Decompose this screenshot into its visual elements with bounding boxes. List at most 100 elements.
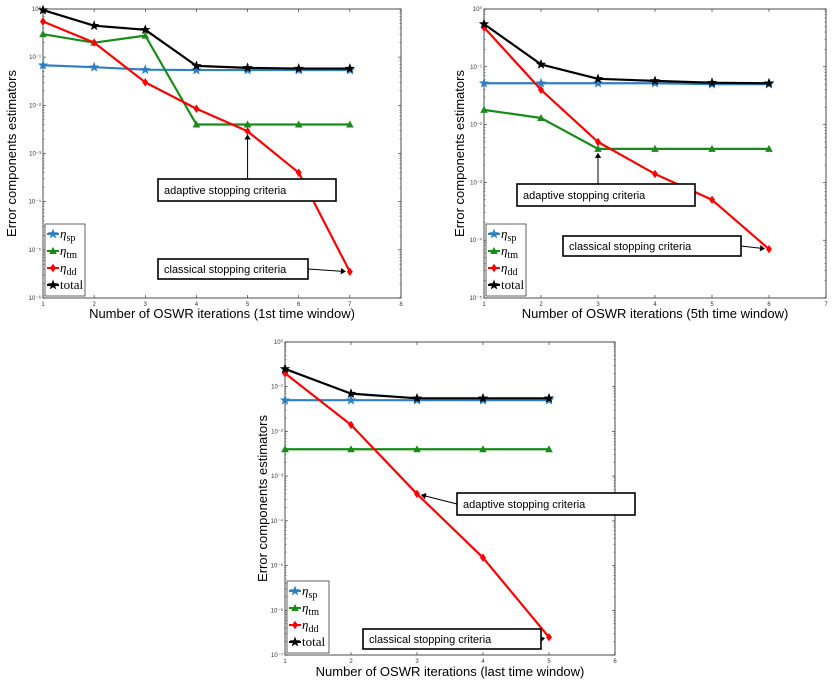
annotation-box	[157, 258, 309, 280]
series-line-dd	[483, 26, 770, 250]
x-tick-label: 7	[348, 302, 352, 308]
y-tick-label: 10⁻¹	[271, 385, 283, 391]
data-point-total	[706, 77, 718, 88]
x-tick-label: 4	[653, 302, 657, 308]
legend-marker	[490, 247, 498, 254]
annotation-arrow-line	[421, 494, 458, 505]
data-point-tm	[346, 120, 354, 128]
annotation-arrowhead	[759, 244, 766, 252]
y-tick-label: 10⁻⁶	[29, 295, 42, 302]
annotation-text: classical stopping criteria	[164, 264, 287, 276]
legend-marker	[491, 263, 497, 273]
data-point-total	[242, 62, 253, 73]
legend-label: ηsp	[60, 226, 75, 244]
data-point-dd	[595, 137, 601, 147]
data-point-dd	[538, 85, 544, 95]
x-tick-label: 6	[613, 659, 617, 665]
annotation-arrowhead	[594, 152, 602, 158]
data-point-dd	[766, 244, 772, 254]
data-point-tm	[708, 144, 716, 152]
x-tick-label: 2	[92, 302, 96, 308]
y-tick-label: 10⁻⁵	[271, 563, 284, 570]
data-point-total	[293, 63, 304, 73]
legend-label: total	[60, 277, 83, 292]
data-point-tm	[594, 144, 602, 152]
x-tick-label: 4	[481, 659, 485, 665]
x-tick-label: 5	[246, 302, 250, 308]
y-tick-label: 10⁻⁵	[29, 247, 42, 254]
y-tick-label: 10⁻³	[470, 180, 482, 186]
annotation-text: classical stopping criteria	[569, 241, 692, 253]
annotation-arrowhead	[420, 493, 427, 500]
y-tick-label: 10⁻²	[271, 429, 283, 435]
x-tick-label: 6	[297, 302, 301, 308]
data-point-dd	[652, 169, 658, 179]
y-tick-label: 10⁻⁴	[29, 199, 42, 206]
data-point-total	[763, 77, 775, 88]
x-axis-label: Number of OSWR iterations (5th time wind…	[522, 306, 789, 321]
series-line-sp	[484, 82, 769, 86]
data-point-tm	[39, 30, 47, 38]
data-point-total	[344, 63, 356, 73]
x-tick-label: 3	[415, 659, 419, 665]
legend-marker	[488, 228, 500, 239]
chart-panel-2: 1 2 3 4 5 6 7 10⁻⁵ 10⁻⁴ 10⁻³ 10⁻² 10⁻¹ 10⁰ adaptive s…	[452, 6, 828, 321]
data-point-total	[477, 392, 489, 403]
data-point-dd	[142, 78, 149, 87]
data-point-tm	[347, 445, 355, 453]
annotation-arrowhead	[244, 134, 251, 140]
data-point-tm	[192, 120, 201, 128]
data-point-tm	[480, 105, 488, 113]
legend-label: ηtm	[60, 243, 77, 261]
annotation-box	[516, 183, 696, 207]
x-tick-label: 1	[482, 302, 486, 308]
legend-label: ηtm	[501, 243, 518, 261]
y-tick-label: 10⁻³	[271, 474, 283, 480]
data-point-dd	[295, 168, 302, 177]
chart-panel-1: 1 2 3 4 5 6 7 8 10⁻⁶ 10⁻⁵ 10⁻⁴ 10⁻³ 10⁻² 10⁻¹ 10⁰ adapt…	[4, 4, 403, 321]
data-point-sp	[345, 394, 357, 405]
y-tick-label: 10⁻²	[470, 123, 482, 129]
data-point-total	[140, 24, 151, 35]
legend-label: ηsp	[302, 583, 317, 601]
data-point-total	[37, 4, 49, 15]
data-point-sp	[478, 77, 490, 88]
y-axis-label: Error components estimators	[4, 70, 19, 237]
data-point-total	[478, 18, 490, 29]
legend-label: ηdd	[302, 617, 318, 635]
data-point-sp	[140, 64, 151, 75]
series-line-total	[483, 23, 770, 85]
legend-label: ηsp	[501, 226, 516, 244]
plot-area	[42, 8, 402, 299]
x-tick-label: 3	[144, 302, 148, 308]
legend-marker	[47, 228, 59, 239]
legend-marker	[291, 604, 299, 611]
data-point-total	[279, 363, 291, 374]
legend-label: total	[302, 634, 325, 649]
data-point-tm	[141, 31, 150, 39]
legend-label: ηtm	[302, 600, 319, 618]
x-axis-label: Number of OSWR iterations (1st time wind…	[89, 306, 355, 321]
data-point-sp	[88, 61, 100, 72]
y-tick-label: 10⁻²	[29, 103, 41, 109]
y-tick-label: 10⁰	[32, 6, 42, 13]
data-point-dd	[244, 127, 251, 136]
data-point-sp	[191, 64, 202, 75]
data-point-sp	[535, 77, 547, 88]
data-point-dd	[193, 104, 200, 113]
y-tick-label: 10⁻⁶	[271, 607, 284, 614]
x-tick-label: 1	[41, 302, 45, 308]
legend-marker	[289, 636, 301, 647]
x-tick-label: 1	[283, 659, 287, 665]
data-point-tm	[765, 144, 773, 152]
x-tick-label: 8	[399, 302, 403, 308]
data-point-total	[592, 73, 604, 84]
legend-marker	[49, 247, 57, 254]
data-point-dd	[546, 633, 552, 642]
legend-marker	[50, 263, 56, 273]
data-point-tm	[243, 120, 252, 128]
y-tick-label: 10⁻⁴	[470, 237, 483, 244]
x-tick-label: 3	[596, 302, 600, 308]
y-tick-label: 10⁻⁷	[271, 652, 283, 659]
